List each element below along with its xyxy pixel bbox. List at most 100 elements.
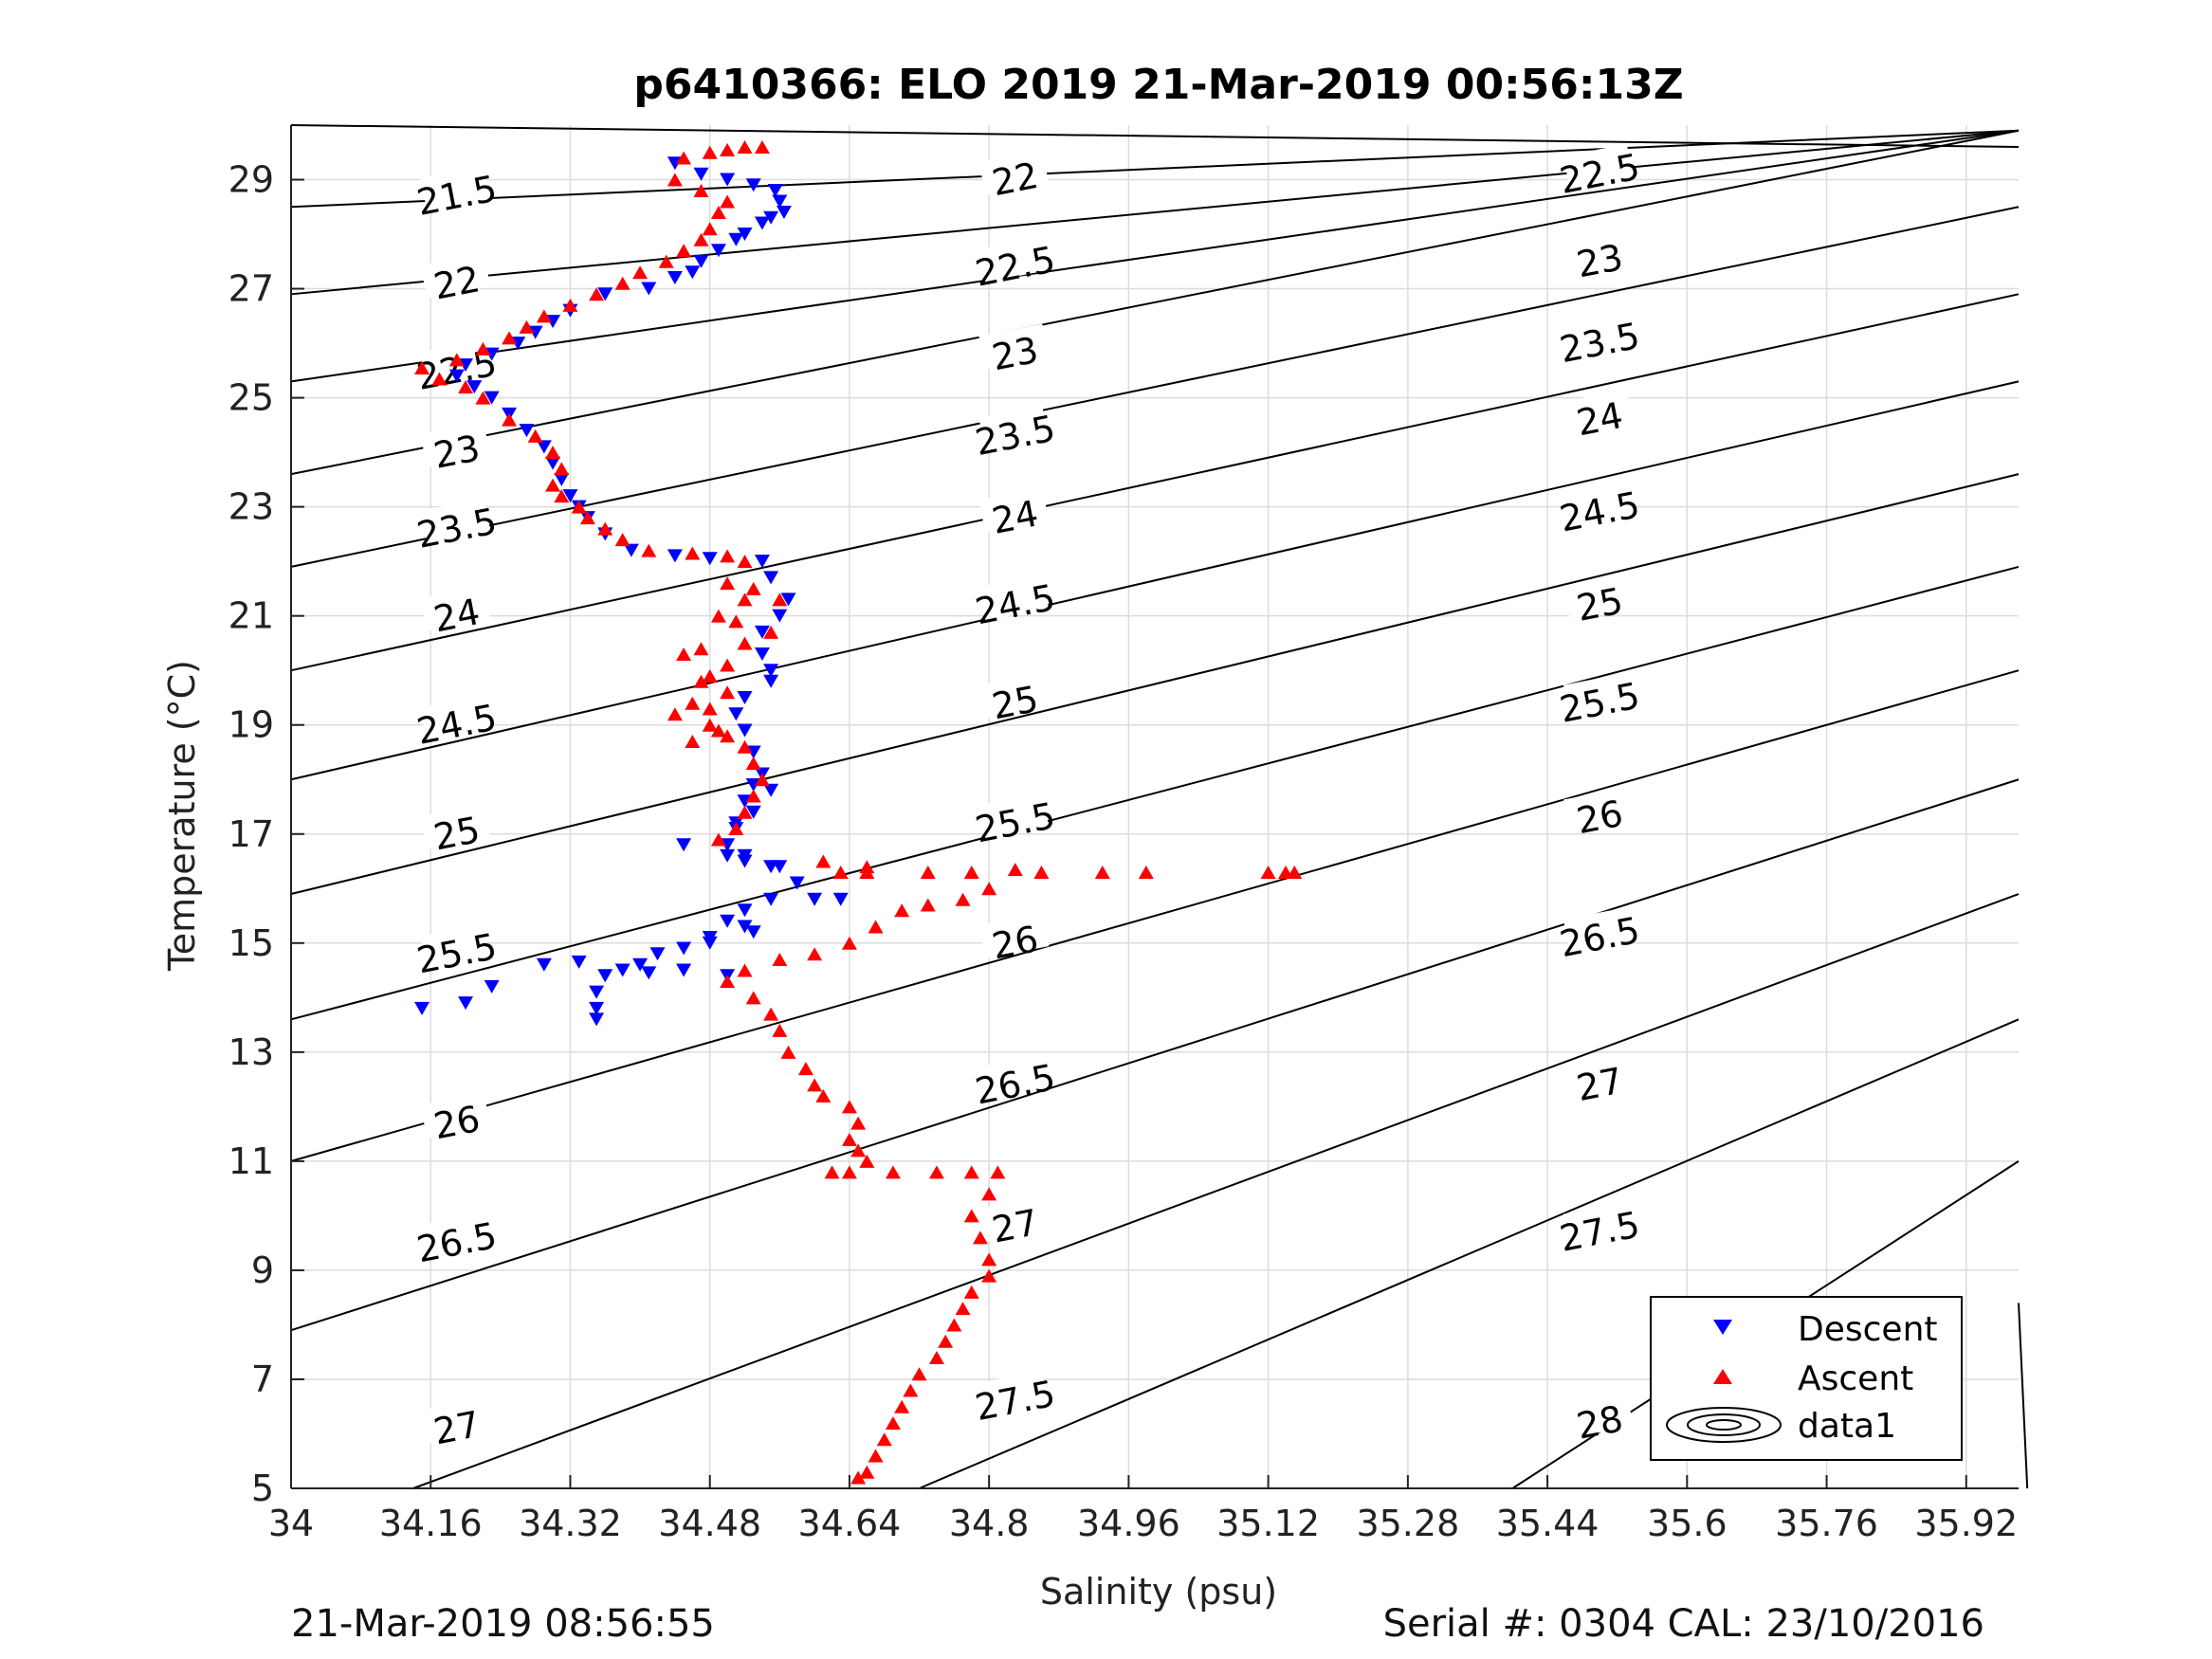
- ascent-point: [920, 898, 936, 912]
- ascent-point: [841, 1165, 857, 1179]
- x-tick-label: 34.64: [798, 1503, 902, 1544]
- descent-point: [649, 947, 666, 961]
- ascent-point: [710, 206, 726, 220]
- ascent-point: [475, 391, 491, 405]
- x-tick-label: 35.92: [1914, 1503, 2018, 1544]
- ascent-point: [737, 592, 753, 607]
- y-tick-label: 7: [251, 1358, 274, 1400]
- ascent-point: [894, 903, 910, 918]
- ascent-point: [685, 696, 701, 710]
- isopycnal-line: [290, 129, 2020, 209]
- legend-descent-label: Descent: [1798, 1310, 1938, 1349]
- y-tick-label: 15: [229, 922, 274, 964]
- contour-label-bg: [1563, 907, 1634, 954]
- ascent-point: [720, 729, 736, 743]
- descent-point: [685, 265, 701, 280]
- contour-label-middle: 26: [989, 918, 1042, 967]
- ascent-point: [597, 521, 613, 536]
- contour-label-bg: [978, 1054, 1050, 1101]
- ascent-point: [545, 478, 561, 492]
- footer-serial-cal: Serial #: 0304 CAL: 23/10/2016: [1382, 1602, 1984, 1646]
- ascent-point: [868, 920, 884, 934]
- ascent-point: [693, 184, 709, 198]
- ascent-point: [754, 773, 770, 787]
- contour-label-bg: [420, 694, 491, 741]
- descent-point: [720, 914, 736, 928]
- ascent-point: [876, 1432, 892, 1447]
- ascent-point: [981, 1252, 997, 1267]
- contour-label-middle: 22: [989, 155, 1042, 204]
- descent-point: [571, 955, 587, 969]
- descent-point: [667, 549, 683, 563]
- ascent-point: [720, 658, 736, 672]
- x-axis-label: Salinity (psu): [1040, 1571, 1277, 1613]
- contour-label-bg: [1563, 1054, 1634, 1101]
- ascent-point: [519, 319, 535, 334]
- ascent-point: [920, 866, 936, 880]
- ascent-point: [737, 963, 753, 977]
- ascent-point: [972, 1231, 988, 1245]
- x-tick-label: 35.28: [1356, 1503, 1459, 1544]
- ascent-point: [981, 882, 997, 896]
- ascent-point: [571, 500, 587, 514]
- contour-label-bg: [420, 252, 491, 300]
- descent-point: [772, 194, 788, 209]
- y-tick-label: 29: [229, 159, 274, 201]
- contour-label-bg: [420, 498, 491, 544]
- isopycnal-line: [290, 129, 2020, 383]
- ascent-point: [1287, 866, 1303, 880]
- contour-label-bg: [1563, 787, 1634, 833]
- contour-label-bg: [978, 672, 1050, 720]
- contour-label-group: 24: [420, 585, 491, 640]
- legend-ascent-marker: [1713, 1369, 1732, 1384]
- descent-point: [589, 1001, 605, 1015]
- contour-label-middle: 23: [989, 329, 1042, 378]
- contour-label-middle: 27: [989, 1201, 1042, 1250]
- ascent-point: [720, 549, 736, 563]
- ascent-point: [850, 1143, 867, 1158]
- descent-point: [641, 966, 657, 980]
- ascent-point: [545, 446, 561, 460]
- x-tick-label: 35.12: [1216, 1503, 1320, 1544]
- y-tick-label: 25: [229, 377, 274, 419]
- contour-label-bg: [1563, 1392, 1634, 1439]
- y-tick-label: 19: [229, 704, 274, 746]
- contour-label-right: 24: [1573, 394, 1626, 444]
- contour-label-left: 22: [430, 258, 484, 307]
- ascent-point: [737, 140, 753, 155]
- ascent-point: [710, 723, 726, 738]
- y-tick-label: 9: [251, 1249, 274, 1291]
- ascent-point: [737, 636, 753, 650]
- contour-label-group: 28: [1563, 1392, 1634, 1448]
- ascent-point: [728, 822, 744, 836]
- ascent-point: [850, 1470, 867, 1485]
- ascent-point: [554, 489, 570, 503]
- descent-point: [562, 489, 578, 503]
- descent-point: [737, 690, 753, 704]
- ascent-point: [772, 1023, 788, 1037]
- ascent-point: [614, 276, 631, 290]
- descent-point: [536, 440, 552, 454]
- ascent-point: [536, 309, 552, 323]
- ascent-point: [745, 756, 761, 770]
- ascent-point: [824, 1165, 840, 1179]
- x-tick-label: 35.76: [1775, 1503, 1878, 1544]
- ascent-point: [990, 1165, 1006, 1179]
- ascent-point: [667, 173, 683, 187]
- ascent-point: [431, 372, 448, 386]
- descent-point: [737, 848, 753, 863]
- descent-point: [737, 228, 753, 242]
- descent-point: [772, 609, 788, 623]
- ascent-point: [502, 412, 518, 427]
- y-tick-label: 13: [229, 1031, 274, 1073]
- contour-label-bg: [420, 803, 491, 850]
- descent-point: [667, 271, 683, 285]
- ascent-point: [850, 1116, 867, 1130]
- contour-label-middle: 24: [989, 492, 1042, 541]
- contour-label-right: 25: [1573, 579, 1626, 629]
- contour-label-group: 26.5: [972, 1054, 1058, 1113]
- contour-label-bg: [978, 793, 1050, 839]
- ascent-point: [728, 614, 744, 629]
- x-tick-label: 34.48: [658, 1503, 761, 1544]
- descent-point: [414, 1001, 430, 1015]
